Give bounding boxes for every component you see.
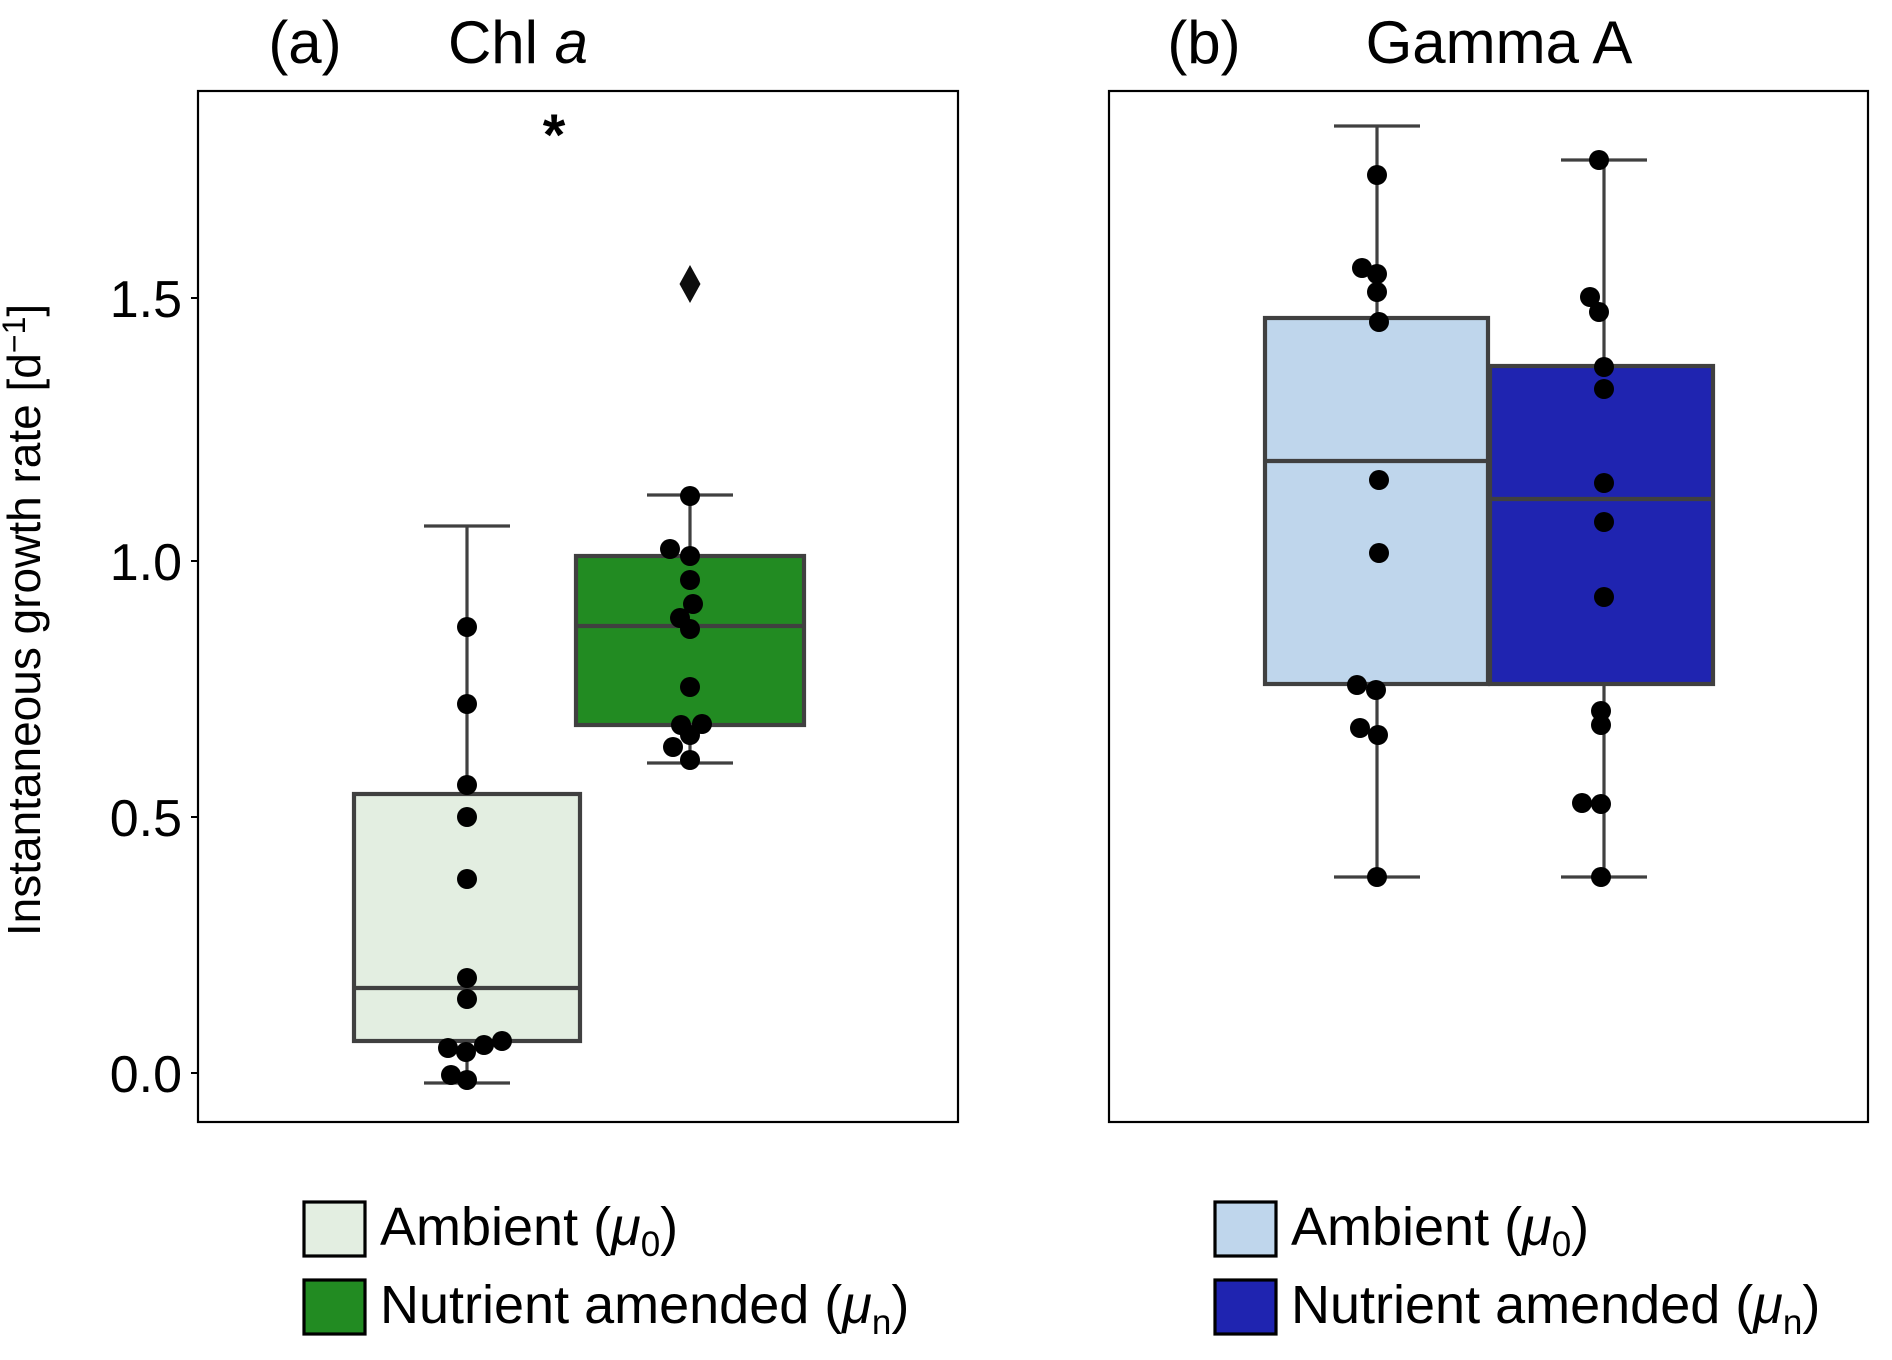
svg-text:0.0: 0.0 xyxy=(110,1046,182,1104)
svg-text:0.5: 0.5 xyxy=(110,790,182,848)
svg-text:(b): (b) xyxy=(1167,9,1240,76)
svg-text:Instantaneous growth rate [d−1: Instantaneous growth rate [d−1] xyxy=(0,304,50,936)
svg-text:Ambient (μ0): Ambient (μ0) xyxy=(380,1197,678,1264)
svg-text:Ambient (μ0): Ambient (μ0) xyxy=(1291,1197,1589,1264)
svg-text:(a): (a) xyxy=(268,9,341,76)
svg-text:1.0: 1.0 xyxy=(110,534,182,592)
svg-text:Nutrient amended (μn): Nutrient amended (μn) xyxy=(1291,1275,1820,1342)
svg-text:Chl a: Chl a xyxy=(448,9,588,76)
svg-text:Nutrient amended (μn): Nutrient amended (μn) xyxy=(380,1275,909,1342)
svg-text:*: * xyxy=(543,103,566,168)
svg-text:1.5: 1.5 xyxy=(110,271,182,329)
svg-text:Gamma A: Gamma A xyxy=(1366,9,1633,76)
